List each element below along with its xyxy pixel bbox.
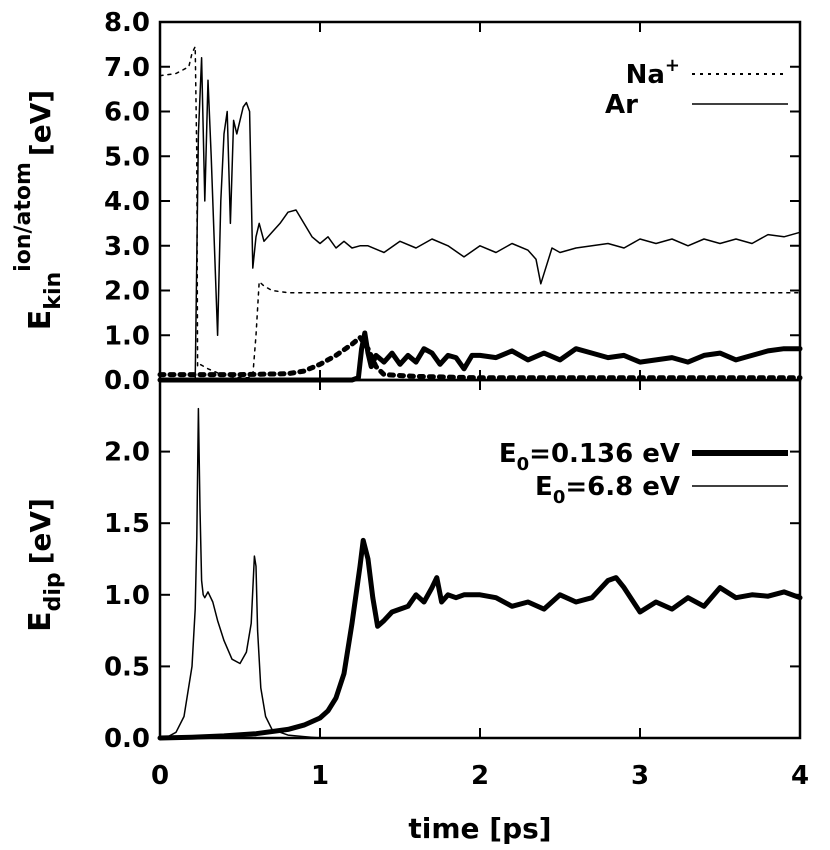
top-series-3 xyxy=(157,330,803,383)
top-y-tick-label: 4.0 xyxy=(104,187,150,217)
bottom-y-tick-label: 1.0 xyxy=(104,581,150,611)
bottom-series-0 xyxy=(157,537,803,741)
top-legend: Na+ Ar xyxy=(605,55,788,120)
top-series-2 xyxy=(157,335,803,381)
top-y-tick-label: 8.0 xyxy=(104,8,150,38)
top-series-0 xyxy=(159,45,801,379)
top-y-tick-label: 0.0 xyxy=(104,366,150,396)
legend-label-na: Na+ xyxy=(626,55,680,90)
bottom-series-1 xyxy=(159,407,801,739)
x-tick-label: 1 xyxy=(311,761,329,791)
top-y-tick-label: 6.0 xyxy=(104,98,150,128)
bottom-panel-frame xyxy=(158,378,802,740)
bottom-y-tick-label: 0.5 xyxy=(104,652,150,682)
x-tick-label: 2 xyxy=(471,761,489,791)
bottom-y-axis-label: Edip[eV] xyxy=(23,498,66,632)
top-y-tick-label: 1.0 xyxy=(104,321,150,351)
bottom-legend: E0=0.136 eV E0=6.8 eV xyxy=(499,439,788,508)
x-tick-label: 0 xyxy=(151,761,169,791)
x-tick-label: 4 xyxy=(791,761,809,791)
bottom-y-ticks: 0.0 0.5 1.0 1.5 2.0 xyxy=(104,380,801,754)
legend-label-e0-0136: E0=0.136 eV xyxy=(499,439,680,475)
x-ticks: 0 1 2 3 4 xyxy=(151,761,809,791)
bottom-y-tick-label: 0.0 xyxy=(104,724,150,754)
bottom-series-group xyxy=(157,407,803,741)
bottom-y-tick-label: 2.0 xyxy=(104,438,150,468)
top-series-1 xyxy=(159,57,801,381)
top-y-tick-label: 5.0 xyxy=(104,142,150,172)
x-tick-label: 3 xyxy=(631,761,649,791)
top-y-tick-label: 2.0 xyxy=(104,277,150,307)
top-series-group xyxy=(157,45,803,383)
top-y-tick-label: 3.0 xyxy=(104,232,150,262)
x-axis-label: time [ps] xyxy=(408,812,551,845)
top-y-tick-label: 7.0 xyxy=(104,53,150,83)
top-y-ticks: 0.0 1.0 2.0 3.0 4.0 5.0 6.0 7.0 8.0 xyxy=(104,8,801,396)
bottom-y-tick-label: 1.5 xyxy=(104,509,150,539)
top-y-axis-label: Ekinion/atom[eV] xyxy=(11,90,66,330)
legend-label-e0-68: E0=6.8 eV xyxy=(535,472,680,508)
legend-label-ar: Ar xyxy=(605,90,638,120)
